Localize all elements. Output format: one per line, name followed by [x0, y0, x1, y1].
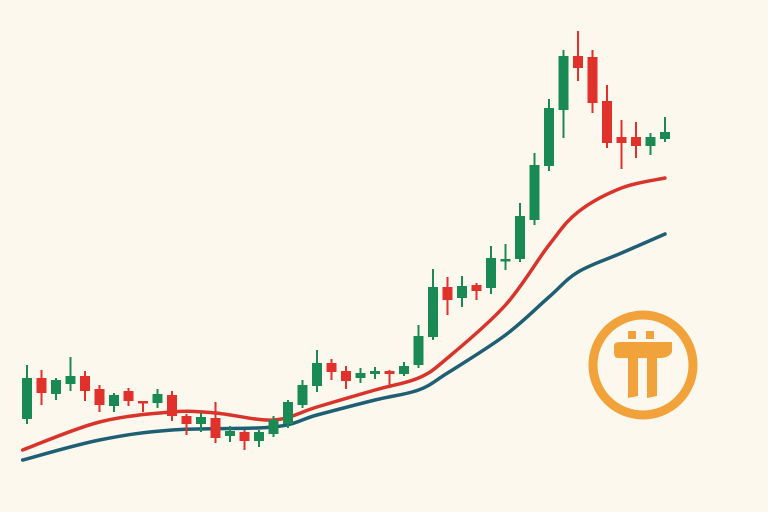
candle-body [51, 380, 61, 394]
candle-body [80, 376, 90, 391]
candle-body [370, 371, 380, 374]
candle-down [167, 391, 177, 421]
candle-body [254, 432, 264, 441]
candle-body [500, 259, 511, 262]
candle-up [529, 153, 540, 225]
candle-body [660, 132, 670, 139]
candle-up [515, 203, 525, 262]
candle-down [573, 31, 583, 81]
logo-ring [588, 310, 698, 420]
candle-body [312, 363, 322, 386]
candle-body [152, 394, 163, 403]
candle-down [36, 370, 47, 405]
candle-body [94, 389, 105, 405]
candle-body [602, 101, 612, 143]
candle-body [645, 137, 656, 146]
logo-dot-left [628, 331, 636, 339]
candle-down [471, 283, 482, 300]
candle-body [123, 391, 134, 401]
candle-body [268, 420, 279, 434]
candle-up [428, 269, 438, 340]
candle-body [297, 385, 308, 405]
candle-down [239, 430, 250, 450]
candle-body [442, 287, 453, 300]
candle-up [196, 413, 206, 432]
candle-up [645, 133, 656, 155]
candle-body [210, 418, 221, 438]
candle-down [587, 50, 598, 113]
candle-body [616, 137, 627, 143]
candle-body [428, 287, 438, 337]
candle-body [471, 285, 482, 291]
candle-down [181, 414, 192, 435]
candle-body [355, 373, 366, 378]
candle-body [399, 366, 409, 374]
candle-body [587, 57, 598, 103]
candle-body [529, 165, 540, 220]
candle-up [312, 350, 322, 392]
candle-down [210, 402, 221, 443]
candle-body [457, 286, 467, 298]
candle-up [486, 246, 496, 294]
candle-down [442, 277, 453, 315]
candle-up [254, 430, 264, 447]
candles [22, 31, 670, 450]
candle-up [109, 393, 119, 412]
pi-symbol-icon [614, 342, 672, 398]
candle-body [515, 216, 525, 259]
candle-body [384, 371, 395, 374]
candle-body [573, 56, 583, 68]
candle-body [196, 417, 206, 424]
candle-body [167, 395, 177, 416]
candle-down [326, 359, 337, 380]
candle-up [660, 117, 670, 142]
candle-up [283, 400, 293, 428]
candle-up [370, 367, 380, 379]
candle-down [341, 366, 351, 389]
candle-body [326, 363, 337, 372]
candle-body [22, 378, 32, 419]
candle-up [65, 357, 76, 391]
candle-up [225, 426, 235, 442]
candle-body [341, 371, 351, 381]
candle-up [355, 368, 366, 383]
candle-down [138, 401, 148, 412]
candle-up [22, 365, 32, 424]
candle-down [602, 85, 612, 148]
candle-body [413, 336, 424, 365]
candle-body [181, 416, 192, 424]
candle-up [544, 99, 554, 171]
candle-up [152, 389, 163, 408]
candle-up [51, 378, 61, 400]
candle-body [225, 431, 235, 436]
logo-dot-right [646, 331, 654, 339]
candle-down [94, 385, 105, 412]
candle-up [399, 362, 409, 376]
candle-down [616, 120, 627, 169]
moving-averages [20, 176, 667, 462]
candle-down [631, 122, 641, 158]
candle-body [36, 378, 47, 393]
candle-body [544, 108, 554, 166]
candle-body [558, 56, 569, 110]
candle-body [65, 376, 76, 384]
candle-up [297, 380, 308, 408]
candle-down [123, 388, 134, 406]
candle-up [500, 244, 511, 270]
candle-body [109, 395, 119, 406]
candle-up [268, 416, 279, 437]
candle-up [457, 276, 467, 307]
moving-average-slow-line [20, 232, 667, 462]
pi-network-logo [588, 310, 698, 420]
candle-up [413, 325, 424, 368]
candle-up [558, 50, 569, 138]
candle-body [138, 401, 148, 404]
candle-body [239, 432, 250, 441]
candle-body [283, 402, 293, 424]
candle-down [384, 370, 395, 386]
candle-down [80, 371, 90, 401]
candle-body [486, 258, 496, 288]
candle-body [631, 137, 641, 146]
